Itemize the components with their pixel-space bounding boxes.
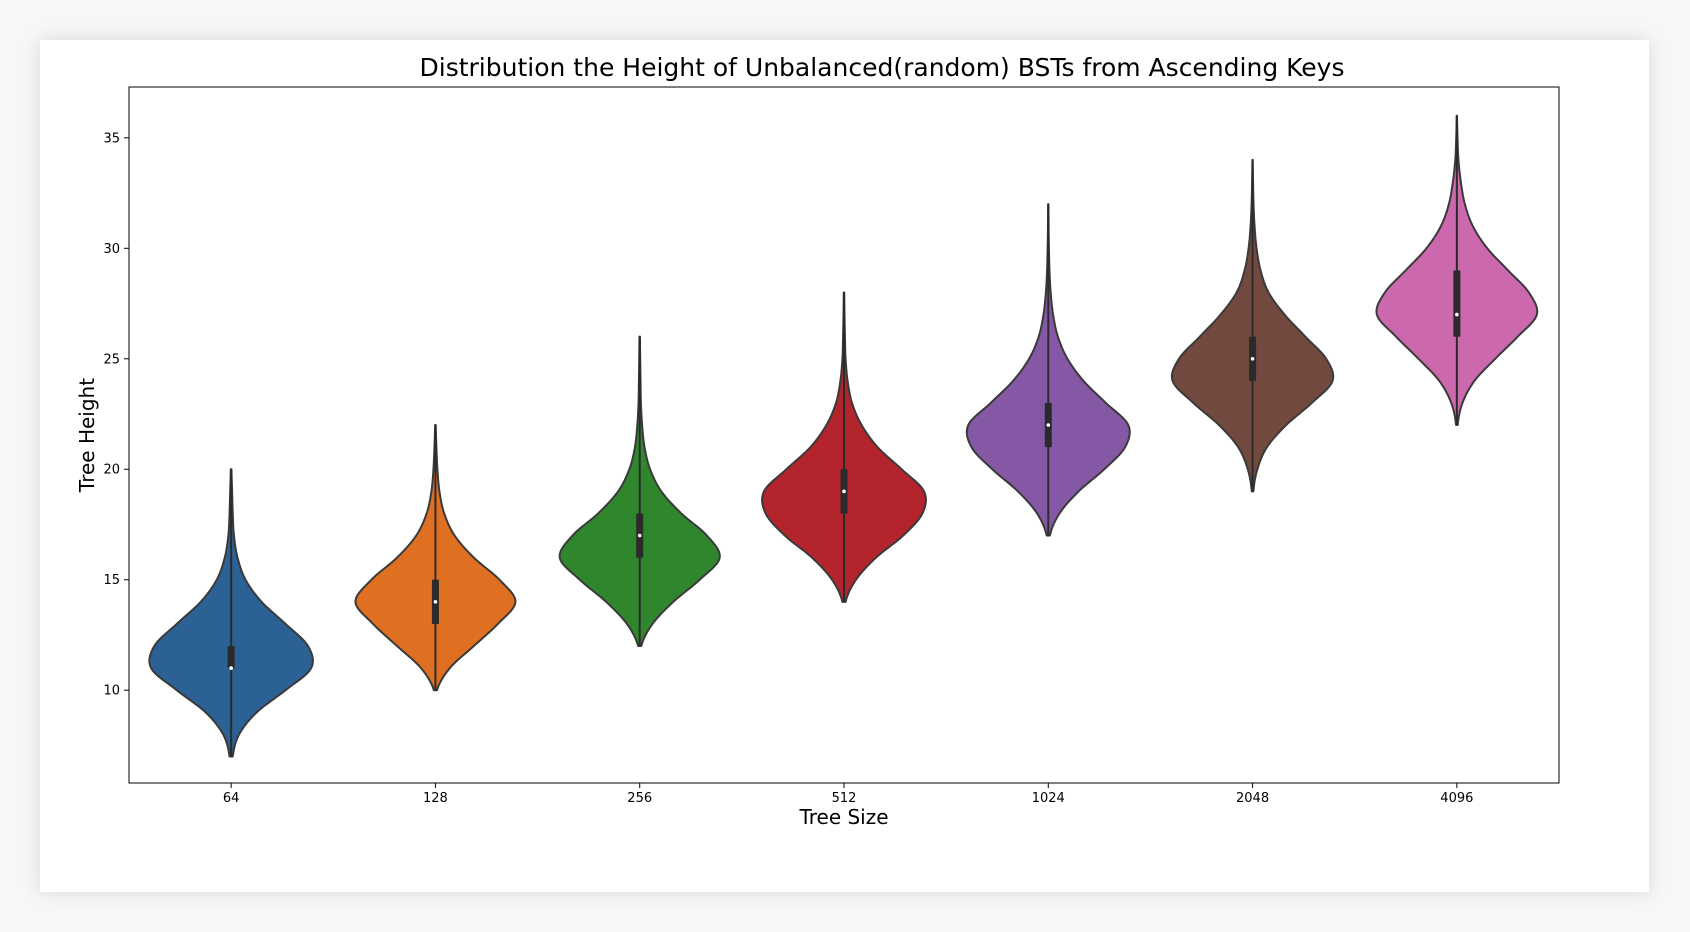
violin-median-marker: [1046, 423, 1051, 427]
x-tick-label-512: 512: [832, 791, 857, 806]
y-tick-label: 25: [103, 352, 120, 367]
violin-4096: [1375, 114, 1539, 427]
x-axis-label: Tree Size: [798, 805, 888, 829]
x-tick-label-128: 128: [423, 791, 448, 806]
violin-1024: [965, 203, 1131, 537]
x-axis: 64 128 256 512 1024 2048 4096: [223, 783, 1473, 806]
x-tick-label-64: 64: [223, 791, 240, 806]
violin-median-marker: [637, 533, 642, 538]
violin-median-marker: [842, 489, 846, 494]
violin-2048: [1170, 158, 1335, 493]
violin-64: [148, 468, 314, 758]
violins-layer: [148, 114, 1539, 758]
violin-iqr-box: [227, 646, 235, 669]
y-axis-label: Tree Height: [75, 378, 99, 493]
x-tick-label-1024: 1024: [1032, 791, 1065, 806]
y-tick-label: 15: [103, 573, 120, 588]
violin-128: [354, 424, 517, 692]
violin-512: [761, 291, 927, 603]
violin-median-marker: [1455, 312, 1459, 317]
figure-card: Distribution the Height of Unbalanced(ra…: [40, 40, 1649, 892]
x-tick-label-4096: 4096: [1440, 791, 1473, 806]
y-tick-label: 30: [103, 242, 120, 257]
violin-median-marker: [1250, 356, 1255, 361]
violin-median-marker: [229, 666, 233, 670]
y-axis: 10 15 20 25 30 35: [103, 131, 129, 699]
violin-256: [558, 335, 721, 648]
x-tick-label-256: 256: [627, 791, 652, 806]
x-tick-label-2048: 2048: [1236, 791, 1269, 806]
y-tick-label: 35: [103, 131, 120, 146]
chart-title: Distribution the Height of Unbalanced(ra…: [420, 53, 1345, 82]
violin-iqr-box: [1453, 270, 1461, 337]
violin-chart: Distribution the Height of Unbalanced(ra…: [75, 53, 1560, 829]
y-tick-label: 10: [103, 684, 120, 699]
violin-median-marker: [433, 600, 438, 604]
y-tick-label: 20: [103, 463, 120, 478]
